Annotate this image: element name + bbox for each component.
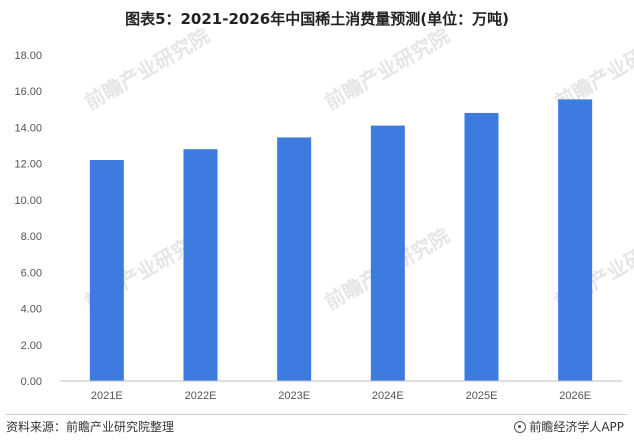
- y-tick-label: 0.00: [21, 376, 42, 388]
- brand-credit: 前瞻经济学人APP: [514, 418, 624, 435]
- bar-2024E: [370, 125, 405, 381]
- y-tick-label: 6.00: [21, 267, 42, 279]
- x-tick-label: 2024E: [372, 390, 404, 402]
- x-tick-label: 2022E: [185, 390, 217, 402]
- y-tick-label: 18.00: [14, 50, 42, 62]
- watermark-text: 前瞻产业研究院: [321, 24, 454, 115]
- y-tick-label: 10.00: [14, 195, 42, 207]
- chart-title: 图表5：2021-2026年中国稀土消费量预测(单位：万吨): [125, 10, 509, 28]
- y-axis-tick-labels: 0.00 2.00 4.00 6.00 8.00 10.00 12.00 14.00 16.00…: [14, 50, 42, 388]
- bars: [89, 99, 593, 381]
- y-tick-label: 16.00: [14, 86, 42, 98]
- bar-2021E: [89, 160, 124, 381]
- bar-2023E: [277, 137, 312, 381]
- x-tick-label: 2025E: [466, 390, 498, 402]
- brand-label: 前瞻经济学人APP: [529, 420, 624, 434]
- bar-2022E: [183, 149, 218, 381]
- source-note: 资料来源：前瞻产业研究院整理: [6, 420, 175, 434]
- footer: 资料来源：前瞻产业研究院整理 前瞻经济学人APP: [6, 418, 624, 438]
- y-tick-label: 2.00: [21, 340, 42, 352]
- y-tick-label: 4.00: [21, 304, 42, 316]
- y-tick-label: 14.00: [14, 122, 42, 134]
- y-tick-label: 8.00: [21, 231, 42, 243]
- x-tick-label: 2021E: [91, 390, 123, 402]
- footer-divider: [6, 414, 628, 415]
- y-tick-label: 12.00: [14, 159, 42, 171]
- watermark-text: 前瞻产业研究院: [81, 24, 214, 115]
- x-axis-tick-labels: 2021E 2022E 2023E 2024E 2025E 2026E: [91, 390, 591, 402]
- watermark-layer: 前瞻产业研究院前瞻产业研究院前瞻产业研究院前瞻产业研究院前瞻产业研究院前瞻产业研…: [81, 24, 634, 315]
- bar-2026E: [558, 99, 593, 381]
- bar-chart: 前瞻产业研究院前瞻产业研究院前瞻产业研究院前瞻产业研究院前瞻产业研究院前瞻产业研…: [14, 24, 634, 402]
- x-tick-label: 2023E: [278, 390, 310, 402]
- x-tick-label: 2026E: [559, 390, 591, 402]
- bar-2025E: [464, 112, 499, 381]
- brand-logo-icon: [514, 420, 527, 433]
